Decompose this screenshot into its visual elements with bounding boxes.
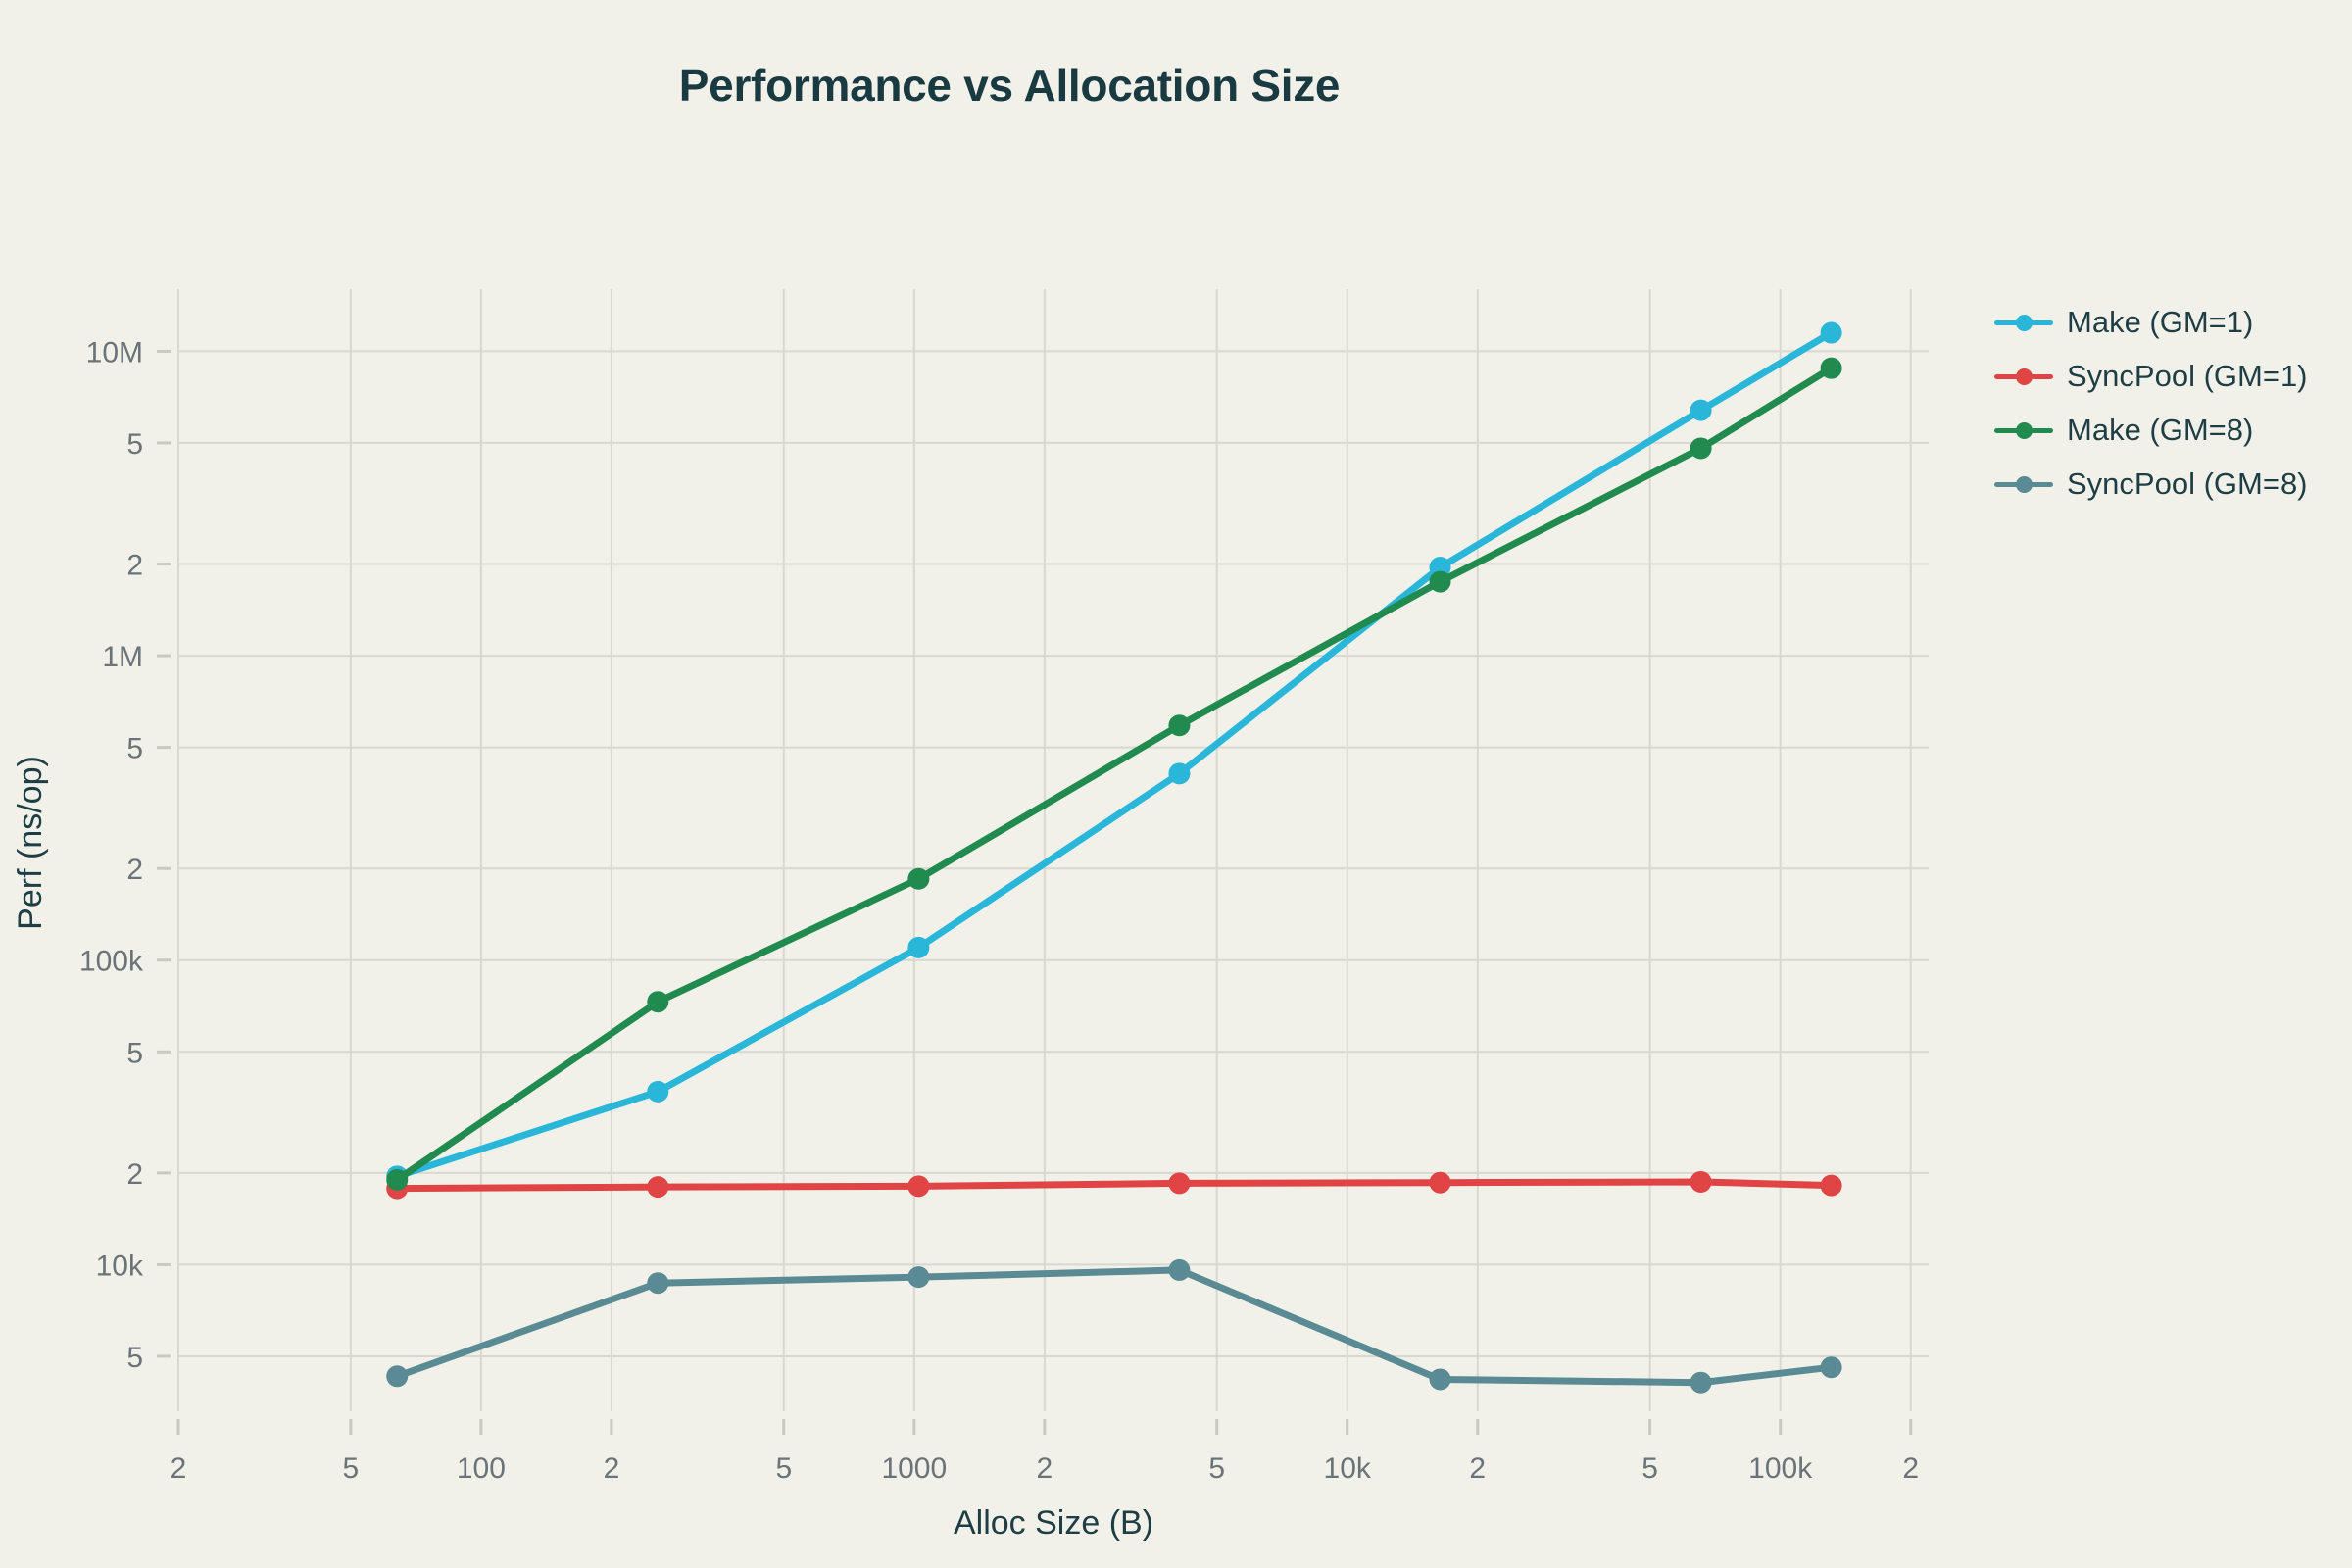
data-series-layer (386, 321, 1842, 1394)
data-point (647, 1272, 669, 1295)
x-tick-label: 100 (457, 1452, 506, 1485)
legend-dot-icon (2016, 315, 2033, 331)
x-tick-label: 2 (171, 1452, 187, 1485)
data-point (386, 1168, 409, 1191)
y-tick-label: 5 (126, 733, 143, 765)
data-point (647, 1176, 669, 1199)
data-point (1168, 714, 1191, 737)
legend-label: SyncPool (GM=1) (2067, 359, 2308, 393)
data-point (1690, 1371, 1712, 1394)
grid-lines (177, 289, 1929, 1411)
x-tick-label: 2 (1469, 1452, 1486, 1485)
x-tick-label: 10k (1324, 1452, 1372, 1485)
legend-dot-icon (2016, 422, 2033, 439)
data-point (1690, 1170, 1712, 1193)
x-tick-label: 5 (1642, 1452, 1658, 1485)
legend-swatch (1994, 311, 2053, 334)
data-point (386, 1365, 409, 1388)
y-tick-label: 10M (86, 336, 143, 368)
data-point (907, 936, 930, 958)
data-point (1690, 399, 1712, 421)
x-tick-label: 2 (1037, 1452, 1054, 1485)
y-axis-ticks: 10M 5 2 1M 5 2 100k 5 2 10k 5 (79, 336, 171, 1374)
chart-title: Performance vs Allocation Size (678, 60, 1341, 111)
data-point (1168, 1258, 1191, 1281)
legend-label: Make (GM=1) (2067, 305, 2254, 339)
legend-swatch (1994, 418, 2053, 442)
data-point (1820, 357, 1842, 379)
data-point (1429, 1171, 1451, 1194)
x-tick-label: 5 (343, 1452, 360, 1485)
data-point (907, 867, 930, 890)
legend-swatch (1994, 365, 2053, 388)
data-point (647, 991, 669, 1013)
data-point (1820, 1356, 1842, 1379)
y-tick-label: 100k (79, 946, 144, 978)
legend-item-0[interactable]: Make (GM=1) (1994, 299, 2337, 346)
x-axis-title: Alloc Size (B) (954, 1504, 1153, 1542)
legend-item-1[interactable]: SyncPool (GM=1) (1994, 353, 2337, 400)
x-tick-label: 2 (1902, 1452, 1919, 1485)
series-1 (386, 1170, 1842, 1200)
series-3 (386, 1258, 1842, 1394)
series-0 (386, 321, 1842, 1188)
x-tick-label: 5 (775, 1452, 792, 1485)
legend-label: SyncPool (GM=8) (2067, 466, 2308, 501)
data-point (1429, 1368, 1451, 1391)
data-point (1820, 321, 1842, 344)
data-point (1690, 437, 1712, 460)
y-axis-title: Perf (ns/op) (12, 756, 49, 930)
data-point (1820, 1174, 1842, 1197)
data-point (647, 1080, 669, 1102)
y-tick-label: 5 (126, 428, 143, 461)
legend-item-3[interactable]: SyncPool (GM=8) (1994, 461, 2337, 508)
data-point (1168, 1172, 1191, 1195)
x-tick-label: 100k (1748, 1452, 1813, 1485)
y-tick-label: 1M (102, 641, 143, 673)
legend-dot-icon (2016, 368, 2033, 385)
x-axis-ticks: 2 5 100 2 5 1000 2 5 10k 2 5 100k 2 (171, 1419, 1919, 1485)
legend-label: Make (GM=8) (2067, 413, 2254, 447)
y-tick-label: 5 (126, 1037, 143, 1069)
y-tick-label: 2 (126, 1158, 143, 1191)
series-2 (386, 357, 1842, 1191)
y-tick-label: 5 (126, 1342, 143, 1374)
y-tick-label: 10k (96, 1250, 144, 1282)
data-point (907, 1175, 930, 1198)
legend-dot-icon (2016, 476, 2033, 493)
chart-legend: Make (GM=1) SyncPool (GM=1) Make (GM=8) Syn… (1994, 299, 2337, 514)
y-tick-label: 2 (126, 550, 143, 582)
legend-item-2[interactable]: Make (GM=8) (1994, 407, 2337, 454)
x-tick-label: 5 (1208, 1452, 1225, 1485)
data-point (907, 1266, 930, 1289)
data-point (1168, 762, 1191, 785)
x-tick-label: 1000 (881, 1452, 947, 1485)
y-tick-label: 2 (126, 854, 143, 886)
x-tick-label: 2 (604, 1452, 620, 1485)
legend-swatch (1994, 472, 2053, 496)
data-point (1429, 570, 1451, 593)
